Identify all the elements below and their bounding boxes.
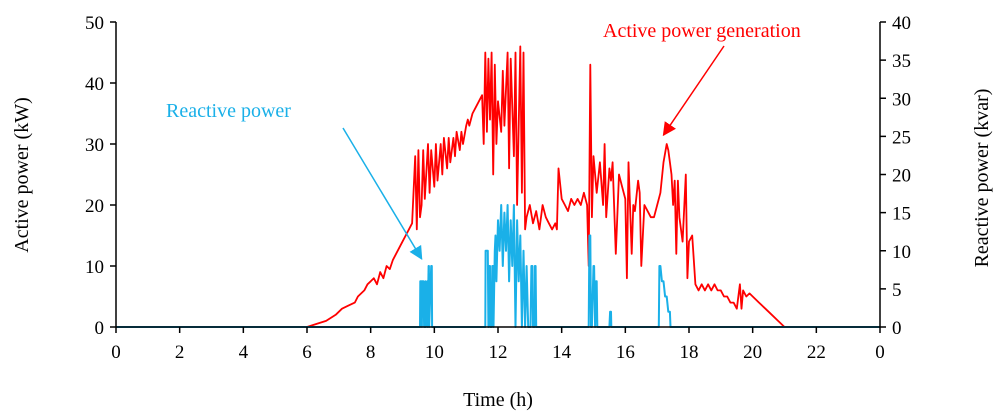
x-tick-label: 2 — [175, 342, 185, 363]
x-tick-label: 4 — [239, 342, 249, 363]
x-tick-label: 20 — [743, 342, 762, 363]
y-right-tick-label: 40 — [892, 13, 911, 34]
series-active-power-line — [116, 45, 880, 328]
x-tick-label: 18 — [680, 342, 699, 363]
annotation-reactive-power-label: Reactive power — [166, 100, 291, 122]
y-left-tick-label: 10 — [85, 257, 104, 278]
annotation-active-power-label: Active power generation — [603, 20, 801, 42]
y-right-tick-label: 15 — [892, 204, 911, 225]
y-left-tick-label: 0 — [95, 318, 105, 339]
y-axis-left-title: Active power (kW) — [11, 97, 33, 253]
y-right-tick-label: 5 — [892, 280, 902, 301]
annotation-active-power-arrow — [662, 45, 725, 137]
x-tick-label: 12 — [489, 342, 508, 363]
x-tick-label: 22 — [807, 342, 826, 363]
y-right-tick-label: 0 — [892, 318, 902, 339]
y-axis-right-title: Reactive power (kvar) — [971, 89, 993, 268]
x-tick-label: 16 — [616, 342, 635, 363]
x-tick-label: 8 — [366, 342, 376, 363]
y-left-ticks: 0 10 20 30 40 50 — [85, 13, 116, 339]
x-tick-label: 14 — [552, 342, 572, 363]
x-ticks: 0 2 4 6 8 10 12 14 16 18 20 22 0 — [111, 327, 885, 363]
y-left-tick-label: 50 — [85, 13, 104, 34]
y-left-tick-label: 30 — [85, 135, 104, 156]
y-right-ticks: 0 5 10 15 20 25 30 35 40 — [880, 13, 911, 339]
y-left-tick-label: 20 — [85, 196, 104, 217]
y-right-tick-label: 10 — [892, 242, 911, 263]
x-tick-label: 0 — [111, 342, 121, 363]
y-left-tick-label: 40 — [85, 74, 104, 95]
x-axis-title: Time (h) — [463, 389, 533, 411]
y-right-tick-label: 35 — [892, 51, 911, 72]
x-tick-label: 0 — [875, 342, 885, 363]
x-tick-label: 10 — [425, 342, 444, 363]
y-right-tick-label: 20 — [892, 166, 911, 187]
annotation-reactive-power-arrow — [342, 127, 423, 260]
y-right-tick-label: 25 — [892, 127, 911, 148]
y-right-tick-label: 30 — [892, 89, 911, 110]
x-tick-label: 6 — [302, 342, 312, 363]
